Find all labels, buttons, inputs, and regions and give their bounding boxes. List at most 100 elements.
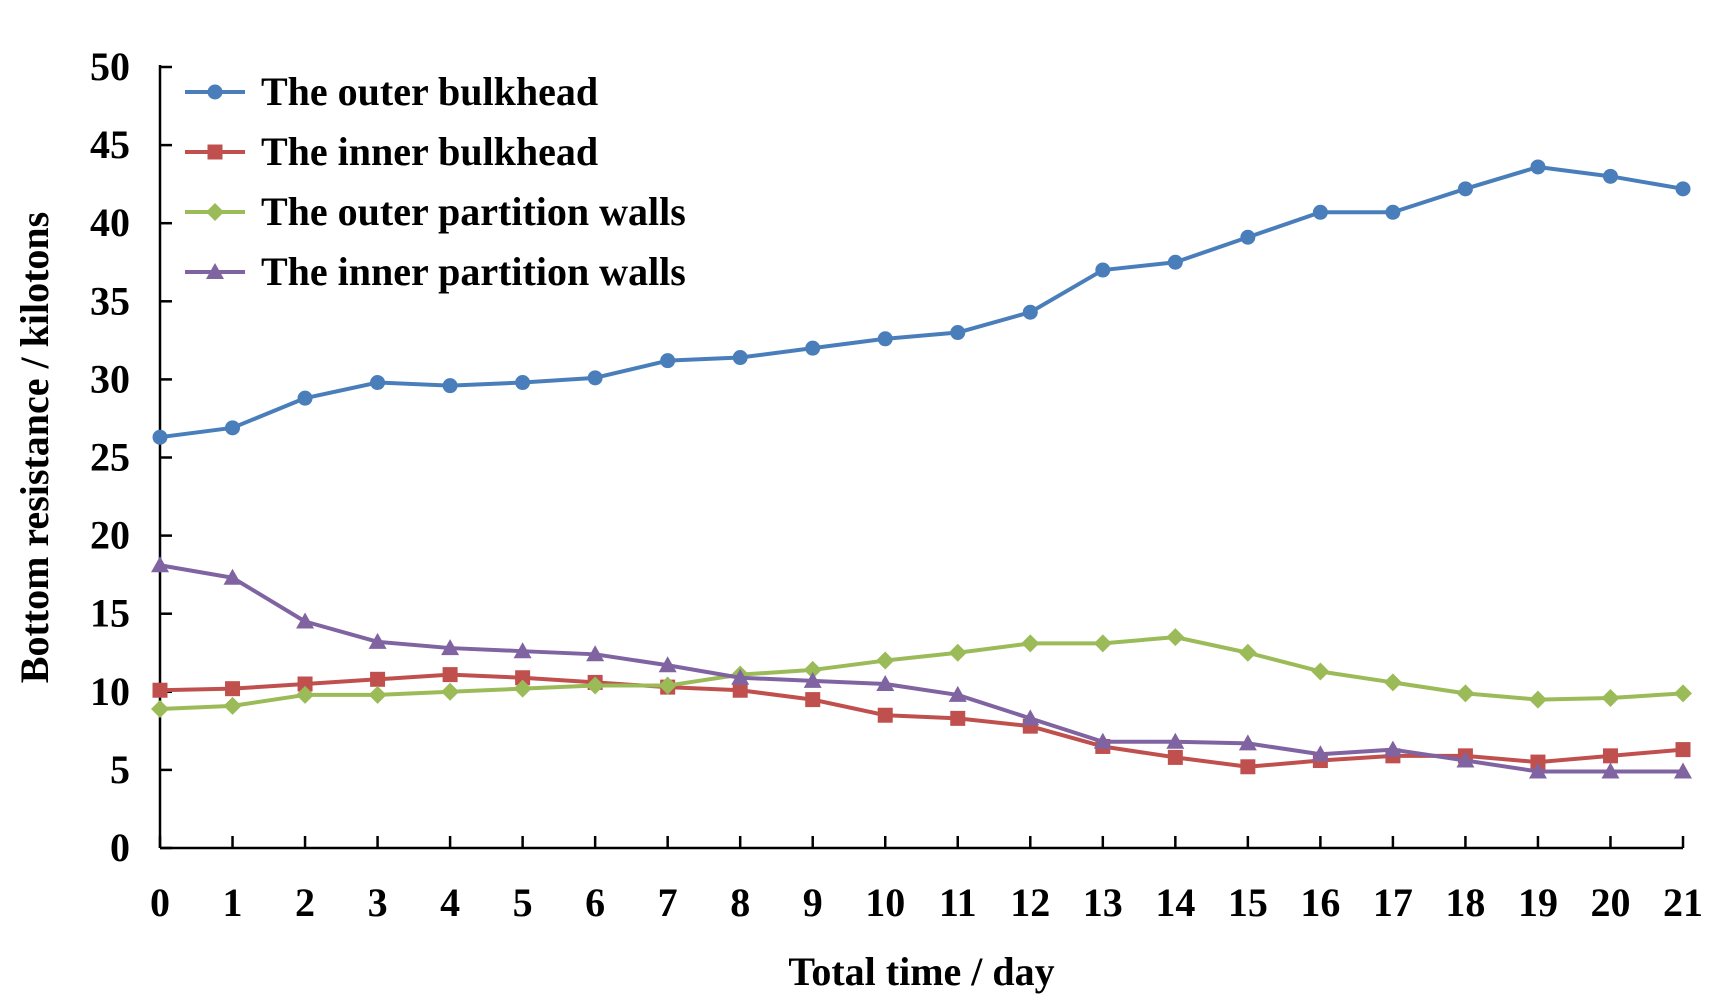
- data-point-the-outer-bulkhead: [950, 325, 966, 341]
- data-point-the-inner-bulkhead: [515, 670, 531, 686]
- legend-swatch-marker: [206, 203, 224, 221]
- data-point-the-outer-partition-walls: [1674, 684, 1692, 703]
- data-point-the-outer-bulkhead: [1240, 229, 1256, 245]
- data-point-the-outer-bulkhead: [1530, 159, 1546, 175]
- series-layer: [151, 159, 1692, 779]
- x-tick-label: 2: [295, 880, 315, 925]
- x-axis-title: Total time / day: [788, 949, 1054, 994]
- data-point-the-outer-partition-walls: [296, 685, 315, 704]
- data-point-the-outer-bulkhead: [1312, 204, 1328, 220]
- data-point-the-inner-bulkhead: [370, 671, 386, 687]
- data-point-the-outer-partition-walls: [1093, 634, 1112, 653]
- data-point-the-inner-bulkhead: [732, 682, 748, 698]
- data-point-the-inner-partition-walls: [368, 632, 387, 649]
- data-point-the-inner-partition-walls: [1311, 745, 1330, 762]
- x-tick-label: 8: [730, 880, 750, 925]
- y-tick-label: 35: [90, 278, 130, 323]
- y-tick-label: 5: [110, 747, 130, 792]
- data-point-the-outer-bulkhead: [442, 378, 458, 394]
- legend-item-the-inner-partition-walls: The inner partition walls: [185, 249, 686, 294]
- y-tick-label: 15: [90, 591, 130, 636]
- data-point-the-outer-bulkhead: [225, 420, 241, 436]
- data-point-the-outer-partition-walls: [513, 679, 532, 698]
- data-point-the-inner-bulkhead: [1602, 748, 1618, 764]
- data-point-the-inner-partition-walls: [1166, 732, 1185, 749]
- series-line-the-outer-partition-walls: [159, 635, 1684, 711]
- x-tick-label: 0: [150, 880, 170, 925]
- data-point-the-outer-bulkhead: [297, 390, 313, 406]
- data-point-the-outer-partition-walls: [586, 676, 605, 695]
- data-point-the-inner-partition-walls: [1674, 762, 1692, 779]
- x-tick-label: 16: [1300, 880, 1340, 925]
- data-point-the-outer-bulkhead: [877, 331, 893, 347]
- x-tick-label: 6: [585, 880, 605, 925]
- data-point-the-outer-partition-walls: [1383, 673, 1402, 692]
- x-tick-label: 1: [223, 880, 243, 925]
- data-point-the-outer-partition-walls: [1238, 643, 1257, 662]
- data-point-the-inner-partition-walls: [441, 639, 460, 656]
- data-point-the-outer-partition-walls: [1601, 689, 1620, 708]
- legend-item-the-inner-bulkhead: The inner bulkhead: [185, 129, 598, 174]
- data-point-the-inner-bulkhead: [297, 676, 313, 692]
- data-point-the-outer-bulkhead: [1602, 168, 1618, 184]
- legend-item-the-outer-partition-walls: The outer partition walls: [185, 189, 686, 234]
- data-point-the-outer-partition-walls: [441, 682, 460, 701]
- data-point-the-inner-bulkhead: [1167, 749, 1183, 765]
- data-point-the-outer-partition-walls: [948, 643, 967, 662]
- legend-label: The inner partition walls: [261, 249, 686, 294]
- data-point-the-outer-partition-walls: [1021, 634, 1040, 653]
- x-tick-label: 15: [1228, 880, 1268, 925]
- x-tick-label: 4: [440, 880, 460, 925]
- data-point-the-outer-partition-walls: [803, 660, 822, 679]
- data-point-the-outer-partition-walls: [1311, 662, 1330, 681]
- x-tick-label: 21: [1663, 880, 1703, 925]
- x-tick-label: 18: [1445, 880, 1485, 925]
- data-point-the-inner-partition-walls: [1383, 740, 1402, 757]
- legend-swatch-marker: [207, 144, 223, 160]
- data-point-the-inner-partition-walls: [731, 668, 750, 685]
- data-point-the-inner-bulkhead: [877, 707, 893, 723]
- data-point-the-outer-partition-walls: [151, 699, 169, 718]
- data-point-the-inner-partition-walls: [1456, 751, 1475, 768]
- x-tick-label: 12: [1010, 880, 1050, 925]
- data-point-the-outer-partition-walls: [1456, 684, 1475, 703]
- data-point-the-inner-partition-walls: [803, 671, 822, 688]
- x-tick-label: 20: [1590, 880, 1630, 925]
- data-point-the-outer-bulkhead: [1095, 262, 1111, 278]
- data-point-the-inner-partition-walls: [1528, 762, 1547, 779]
- x-tick-label: 10: [865, 880, 905, 925]
- data-point-the-inner-partition-walls: [658, 656, 677, 673]
- y-tick-label: 40: [90, 200, 130, 245]
- data-point-the-outer-bulkhead: [515, 375, 531, 391]
- series-the-inner-partition-walls: [151, 556, 1692, 779]
- x-tick-label: 17: [1373, 880, 1413, 925]
- y-axis-title: Bottom resistance / kilotons: [12, 212, 57, 683]
- data-point-the-outer-bulkhead: [805, 340, 821, 356]
- data-point-the-outer-bulkhead: [370, 375, 386, 391]
- series-line-the-inner-partition-walls: [159, 563, 1683, 774]
- x-tick-label: 9: [803, 880, 823, 925]
- x-tick-label: 19: [1518, 880, 1558, 925]
- series-the-outer-bulkhead: [152, 159, 1691, 445]
- y-tick-label: 10: [90, 669, 130, 714]
- data-point-the-outer-partition-walls: [368, 685, 387, 704]
- x-tick-label: 7: [658, 880, 678, 925]
- data-point-the-inner-bulkhead: [442, 667, 458, 683]
- data-point-the-inner-partition-walls: [513, 642, 532, 659]
- x-tick-label: 14: [1155, 880, 1195, 925]
- data-point-the-inner-partition-walls: [296, 612, 315, 629]
- y-tick-label: 50: [90, 44, 130, 89]
- y-tick-label: 30: [90, 356, 130, 401]
- data-point-the-outer-bulkhead: [660, 353, 676, 369]
- data-point-the-inner-partition-walls: [586, 645, 605, 662]
- data-point-the-inner-partition-walls: [1601, 762, 1620, 779]
- legend-label: The inner bulkhead: [261, 129, 598, 174]
- data-point-the-inner-partition-walls: [223, 568, 242, 585]
- data-point-the-outer-partition-walls: [876, 651, 895, 670]
- legend-label: The outer partition walls: [261, 189, 686, 234]
- x-tick-label: 13: [1083, 880, 1123, 925]
- data-point-the-inner-partition-walls: [151, 556, 169, 573]
- data-point-the-outer-partition-walls: [1528, 690, 1547, 709]
- y-tick-label: 25: [90, 435, 130, 480]
